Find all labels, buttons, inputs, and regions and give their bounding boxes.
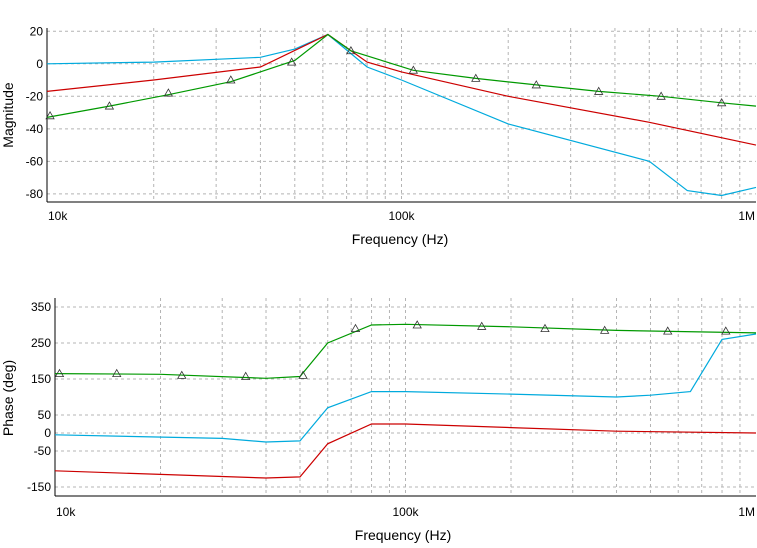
- y-tick-label: 50: [38, 408, 52, 422]
- phase-x-axis-label: Frequency (Hz): [355, 527, 451, 543]
- series-marker-triangle: [471, 73, 481, 82]
- series-line-2: [46, 33, 757, 146]
- x-tick-label: 10k: [48, 209, 68, 223]
- series-marker-triangle: [350, 323, 361, 333]
- grid-lines: [46, 28, 756, 202]
- y-tick-label: 350: [31, 300, 51, 314]
- y-tick-label: -20: [26, 89, 44, 103]
- series-marker-triangle: [298, 370, 308, 379]
- series-line-3: [46, 33, 757, 118]
- series-marker-triangle: [540, 323, 550, 333]
- y-tick-label: -150: [27, 480, 51, 494]
- y-tick-label: 20: [30, 24, 44, 38]
- series-marker-triangle: [286, 57, 297, 66]
- phase-y-axis-label: Phase (deg): [0, 360, 16, 436]
- series-marker-triangle: [346, 45, 356, 55]
- series-line-2: [54, 423, 757, 479]
- series-line-1: [46, 33, 757, 197]
- series-marker-triangle: [663, 326, 673, 335]
- x-tick-label: 1M: [738, 209, 755, 223]
- y-tick-label: 150: [31, 372, 51, 386]
- series-marker-triangle: [226, 75, 236, 84]
- magnitude-y-axis-label: Magnitude: [0, 82, 16, 148]
- series-marker-triangle: [594, 86, 604, 95]
- series-marker-triangle: [531, 80, 541, 89]
- grid-lines: [54, 298, 756, 496]
- y-tick-label: -40: [26, 122, 44, 136]
- series-marker-triangle: [656, 91, 666, 100]
- series-marker-triangle: [177, 370, 187, 379]
- magnitude-x-axis-label: Frequency (Hz): [352, 231, 448, 247]
- series-marker-triangle: [54, 368, 65, 378]
- series-marker-triangle: [412, 320, 422, 329]
- series-marker-triangle: [45, 111, 55, 120]
- series-marker-triangle: [163, 88, 174, 97]
- x-tick-label: 10k: [56, 505, 76, 519]
- series-line-1: [54, 333, 757, 443]
- phase-chart: Frequency (Hz) Phase (deg) 350 250 150 50 0 -…: [0, 298, 757, 543]
- y-tick-label: 250: [31, 336, 51, 350]
- y-tick-label: -80: [26, 187, 44, 201]
- series-marker-triangle: [477, 321, 487, 330]
- series-marker-triangle: [721, 326, 731, 335]
- y-tick-label: -50: [34, 444, 52, 458]
- series-line-3: [54, 323, 757, 379]
- magnitude-chart: Frequency (Hz) Magnitude 20 0 -20 -40 -60 -80…: [0, 24, 757, 247]
- series-marker-triangle: [599, 325, 610, 334]
- series-marker-triangle: [104, 101, 115, 110]
- y-tick-label: -60: [26, 154, 44, 168]
- series-marker-triangle: [716, 97, 727, 107]
- x-tick-label: 100k: [388, 209, 415, 223]
- x-tick-label: 1M: [738, 505, 755, 519]
- series-marker-triangle: [408, 65, 419, 74]
- x-tick-label: 100k: [392, 505, 419, 519]
- series-marker-triangle: [112, 368, 122, 378]
- y-tick-label: 0: [36, 57, 43, 71]
- y-tick-label: 0: [44, 426, 51, 440]
- series-marker-triangle: [241, 371, 251, 380]
